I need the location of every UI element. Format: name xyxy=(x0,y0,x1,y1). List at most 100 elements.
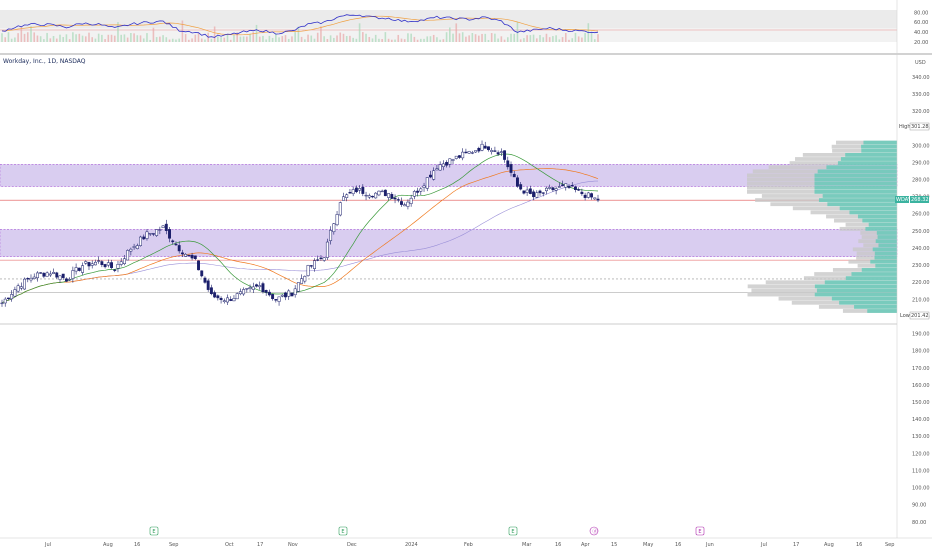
candle-body xyxy=(296,282,300,292)
candle-body xyxy=(100,261,104,265)
earnings-marker[interactable]: E xyxy=(508,526,518,536)
rsi-axis: 80.00 60.00 40.00 20.00 xyxy=(914,10,928,46)
price-tick-label: 290.00 xyxy=(912,160,930,166)
volume-bar xyxy=(394,39,396,42)
volume-bar xyxy=(204,39,206,42)
volume-bar xyxy=(242,36,245,42)
candle-body xyxy=(483,145,487,149)
volume-bar xyxy=(590,33,593,42)
profile-bar xyxy=(849,210,897,215)
profile-bar xyxy=(870,259,897,264)
volume-bar xyxy=(91,37,94,42)
volume-bar xyxy=(291,36,293,42)
candle-body xyxy=(209,287,213,295)
volume-bar xyxy=(136,35,139,42)
volume-bar xyxy=(107,34,110,42)
profile-bar xyxy=(814,284,897,289)
candle-body xyxy=(3,298,7,304)
candle-body xyxy=(580,191,584,195)
candle-body xyxy=(16,285,20,292)
time-tick-label: Dec xyxy=(347,542,357,548)
volume-bar xyxy=(400,38,403,42)
volume-bar xyxy=(526,35,528,42)
candle-body xyxy=(429,174,432,178)
candle-body xyxy=(435,168,439,171)
time-axis[interactable]: Jul Aug 16 Sep Oct 17 Nov Dec 2024 Feb Mar 16 Apr 15 M… xyxy=(44,542,894,548)
earnings-marker[interactable]: E xyxy=(695,526,705,536)
volume-bar xyxy=(410,33,412,42)
volume-bar xyxy=(162,35,164,42)
volume-bar xyxy=(478,35,480,42)
price-axis[interactable]: 340.00330.00320.00310.00300.00290.00280.… xyxy=(896,0,930,538)
volume-bar xyxy=(365,33,367,42)
time-tick-label: Sep xyxy=(885,542,894,548)
volume-bar xyxy=(46,32,48,42)
candle-body xyxy=(396,199,400,201)
candle-body xyxy=(148,233,152,235)
dividend-marker[interactable]: ⓓ xyxy=(589,526,599,536)
volume-bar xyxy=(442,39,445,42)
candle-body xyxy=(122,258,126,265)
profile-bar xyxy=(862,218,897,223)
candle-body xyxy=(493,150,497,152)
candle-body xyxy=(374,192,378,199)
volume-bar xyxy=(519,39,522,42)
volume-bar xyxy=(81,35,84,42)
price-tick-label: 180.00 xyxy=(912,349,930,355)
volume-bar xyxy=(68,39,71,42)
candle-body xyxy=(586,192,590,198)
volume-bar xyxy=(548,37,551,42)
volume-bar xyxy=(258,36,261,42)
candle-body xyxy=(113,269,117,271)
time-tick-label: 16 xyxy=(555,542,561,548)
volume-bar xyxy=(84,36,87,42)
volume-bar xyxy=(581,37,583,42)
volume-bar xyxy=(452,33,454,42)
volume-bar xyxy=(146,33,148,42)
price-tick-label: 220.00 xyxy=(912,280,930,286)
zone xyxy=(0,229,898,258)
candle-body xyxy=(490,150,494,153)
candle-body xyxy=(229,299,233,301)
candle-body xyxy=(293,288,297,296)
candle-body xyxy=(300,278,304,284)
earnings-marker[interactable]: E xyxy=(149,526,159,536)
profile-bar xyxy=(868,222,897,227)
profile-bar xyxy=(814,177,897,182)
candle-body xyxy=(26,278,30,280)
candle-body xyxy=(303,276,307,282)
volume-bar xyxy=(194,34,197,42)
volume-bar xyxy=(555,35,557,42)
volume-bar xyxy=(104,39,106,42)
volume-bar xyxy=(226,34,229,42)
candle-body xyxy=(155,229,159,236)
candle-body xyxy=(242,289,246,295)
time-tick-label: 16 xyxy=(134,542,140,548)
candle-body xyxy=(90,263,94,266)
volume-bar xyxy=(152,27,155,42)
volume-bar xyxy=(281,36,284,42)
volume-bar xyxy=(423,38,425,42)
volume-bar xyxy=(397,34,400,42)
candle-body xyxy=(151,233,155,235)
candle-body xyxy=(470,152,474,154)
volume-bar xyxy=(59,34,61,42)
candle-body xyxy=(255,284,258,287)
volume-bar xyxy=(368,36,371,42)
volume-bar xyxy=(461,32,464,42)
earnings-marker[interactable]: E xyxy=(338,526,348,536)
volume-bar xyxy=(349,35,351,42)
currency-label: USD xyxy=(915,60,926,66)
time-tick-label: 2024 xyxy=(405,542,418,548)
candle-body xyxy=(454,155,458,159)
dividend-icon xyxy=(589,526,599,536)
candle-body xyxy=(393,197,397,200)
volume-bar xyxy=(342,33,345,42)
volume-bar xyxy=(75,34,77,42)
candle-body xyxy=(68,279,72,281)
volume-bar xyxy=(233,34,235,42)
profile-bar xyxy=(837,161,897,166)
candle-body xyxy=(97,260,101,262)
